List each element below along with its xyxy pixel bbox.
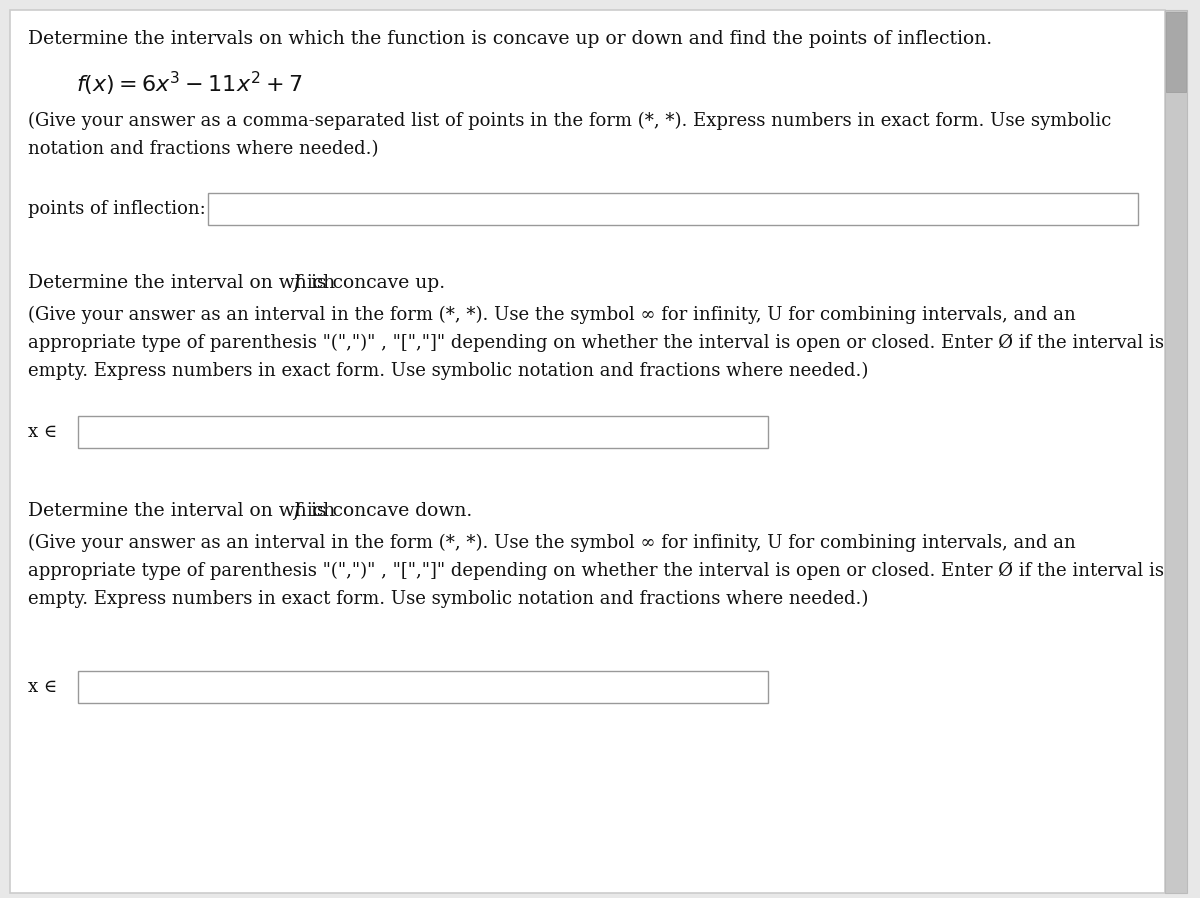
FancyBboxPatch shape (78, 671, 768, 703)
Text: notation and fractions where needed.): notation and fractions where needed.) (28, 140, 378, 158)
Text: (Give your answer as an interval in the form (*, *). Use the symbol ∞ for infini: (Give your answer as an interval in the … (28, 306, 1075, 324)
Text: (Give your answer as a comma-separated list of points in the form (*, *). Expres: (Give your answer as a comma-separated l… (28, 112, 1111, 130)
Text: Determine the interval on which: Determine the interval on which (28, 274, 341, 292)
FancyBboxPatch shape (78, 416, 768, 448)
Text: is concave up.: is concave up. (305, 274, 445, 292)
Text: empty. Express numbers in exact form. Use symbolic notation and fractions where : empty. Express numbers in exact form. Us… (28, 590, 869, 608)
Text: empty. Express numbers in exact form. Use symbolic notation and fractions where : empty. Express numbers in exact form. Us… (28, 362, 869, 380)
Text: f: f (293, 274, 300, 292)
Text: $f(x) = 6x^3 - 11x^2 + 7$: $f(x) = 6x^3 - 11x^2 + 7$ (76, 70, 302, 98)
Text: appropriate type of parenthesis "(",")" , "[","]" depending on whether the inter: appropriate type of parenthesis "(",")" … (28, 562, 1164, 580)
Text: x ∈: x ∈ (28, 678, 58, 696)
FancyBboxPatch shape (1166, 12, 1186, 92)
Text: f: f (293, 502, 300, 520)
Text: x ∈: x ∈ (28, 423, 58, 441)
FancyBboxPatch shape (208, 193, 1138, 225)
FancyBboxPatch shape (1165, 10, 1187, 893)
Text: (Give your answer as an interval in the form (*, *). Use the symbol ∞ for infini: (Give your answer as an interval in the … (28, 534, 1075, 552)
Text: Determine the interval on which: Determine the interval on which (28, 502, 341, 520)
Text: is concave down.: is concave down. (305, 502, 473, 520)
FancyBboxPatch shape (10, 10, 1165, 893)
Text: points of inflection:: points of inflection: (28, 200, 205, 218)
Text: Determine the intervals on which the function is concave up or down and find the: Determine the intervals on which the fun… (28, 30, 992, 48)
Text: appropriate type of parenthesis "(",")" , "[","]" depending on whether the inter: appropriate type of parenthesis "(",")" … (28, 334, 1164, 352)
